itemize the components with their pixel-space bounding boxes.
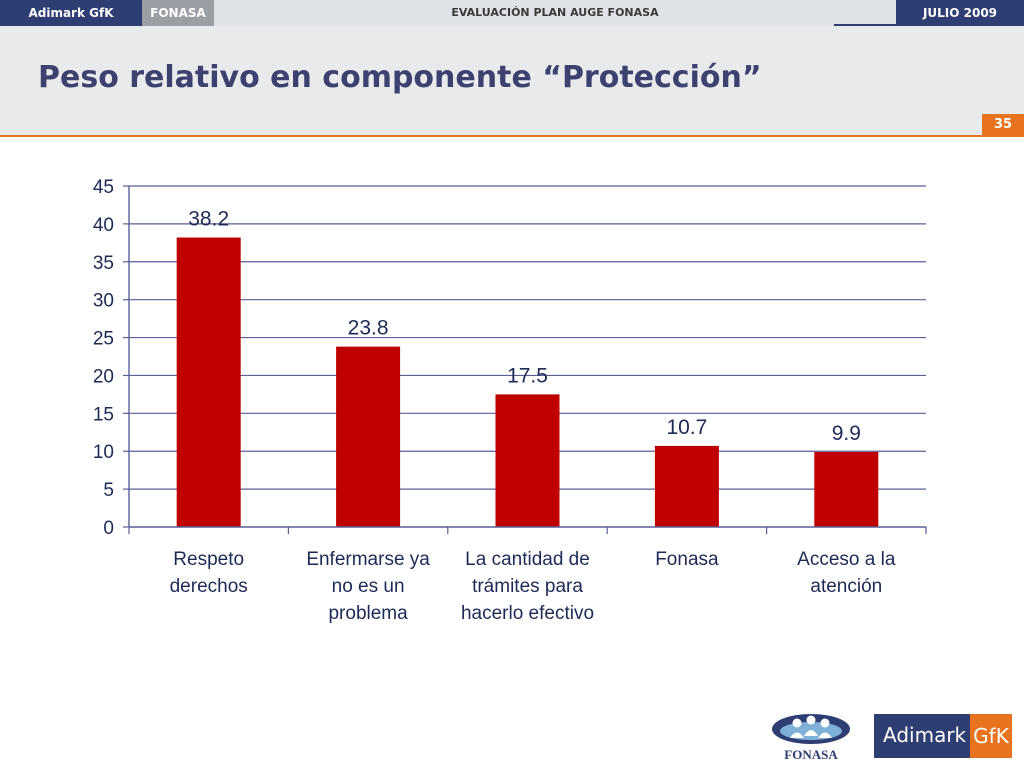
adimark-logo-text: Adimark: [883, 723, 967, 747]
fonasa-logo-icon: FONASA: [772, 714, 850, 762]
y-tick-label: 5: [103, 480, 114, 501]
bar: [654, 445, 719, 527]
y-tick-label: 0: [103, 518, 114, 539]
y-tick-label: 45: [93, 177, 114, 198]
y-tick-label: 25: [93, 329, 114, 350]
category-label: Fonasa: [655, 549, 719, 570]
gfk-logo-text: GfK: [970, 714, 1012, 758]
x-axis-labels: Respeto derechos Enfermarse ya no es un prob…: [170, 549, 896, 624]
axes: [128, 186, 927, 534]
y-axis-ticks: 0 5 10 15 20 25 30 35 40 45: [93, 177, 129, 539]
bar-value-label: 38.2: [188, 208, 229, 231]
bar: [495, 394, 560, 527]
category-label: Acceso a la atención: [797, 549, 896, 597]
y-tick-label: 30: [93, 291, 114, 312]
header-client: FONASA: [142, 0, 214, 26]
bar: [176, 237, 241, 528]
top-bar: Adimark GfK FONASA EVALUACIÓN PLAN AUGE …: [0, 0, 1024, 26]
category-label: Enfermarse ya no es un problema: [306, 549, 430, 624]
bar: [336, 346, 401, 527]
y-tick-label: 40: [93, 215, 114, 236]
bar-value-label: 17.5: [507, 364, 548, 387]
y-tick-label: 20: [93, 366, 114, 387]
header-divider: [834, 24, 896, 26]
title-band: [0, 26, 1024, 137]
category-label: La cantidad de trámites para hacerlo efect…: [461, 549, 594, 624]
bar-chart: 0 5 10 15 20 25 30 35 40 45 38.2 23.8 17.5 10.7 9.9 R…: [93, 177, 927, 624]
bars: [176, 237, 879, 528]
fonasa-logo: FONASA: [766, 708, 864, 766]
bar-value-label: 23.8: [348, 317, 389, 340]
bar: [814, 451, 879, 527]
adimark-logo: Adimark GfK: [874, 714, 1012, 758]
bar-value-label: 10.7: [666, 416, 707, 439]
value-labels: 38.2 23.8 17.5 10.7 9.9: [188, 208, 861, 445]
header-section-title: EVALUACIÓN PLAN AUGE FONASA: [451, 6, 659, 19]
slide-title: Peso relativo en componente “Protección”: [38, 60, 762, 95]
fonasa-logo-text: FONASA: [784, 747, 838, 762]
y-tick-label: 15: [93, 404, 114, 425]
category-label: Respeto derechos: [170, 549, 248, 597]
y-tick-label: 35: [93, 253, 114, 274]
header-brand: Adimark GfK: [0, 0, 142, 26]
bar-value-label: 9.9: [832, 422, 861, 445]
header-date: JULIO 2009: [896, 0, 1024, 26]
page-number: 35: [982, 114, 1024, 135]
y-tick-label: 10: [93, 442, 114, 463]
